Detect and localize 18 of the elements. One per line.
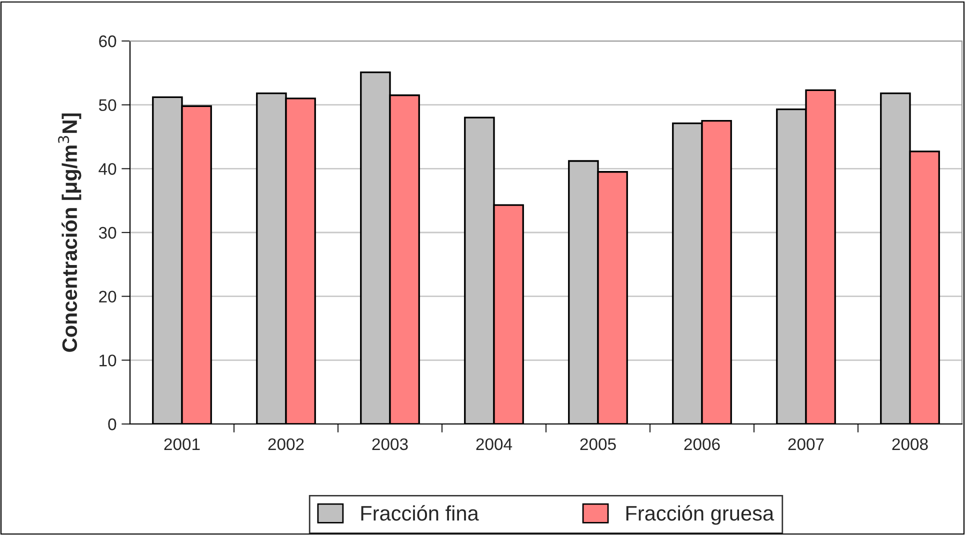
x-tick-label: 2004 [476,438,512,450]
legend-label: Fracción fina [361,505,479,521]
y-tick-label: 10 [100,354,116,366]
y-tick-label: 30 [98,226,116,239]
x-tick-label: 2003 [372,438,408,450]
y-tick-label: 0 [108,418,116,430]
x-tick-label: 2001 [164,438,200,450]
x-tick-label: 2002 [268,438,304,450]
y-tick-label: 40 [98,163,116,175]
y-tick-label: 20 [99,290,116,303]
y-tick-label: 50 [98,99,116,112]
x-tick-label: 2005 [580,438,616,450]
y-axis-title: Concentración [μg/m$^{3}$N] [58,113,82,352]
x-tick-label: 2006 [684,438,720,450]
x-tick-label: 2008 [892,438,928,450]
legend-label: Fracción gruesa [626,505,774,525]
x-tick-label: 2007 [788,438,824,450]
y-tick-label: 60 [99,35,116,48]
